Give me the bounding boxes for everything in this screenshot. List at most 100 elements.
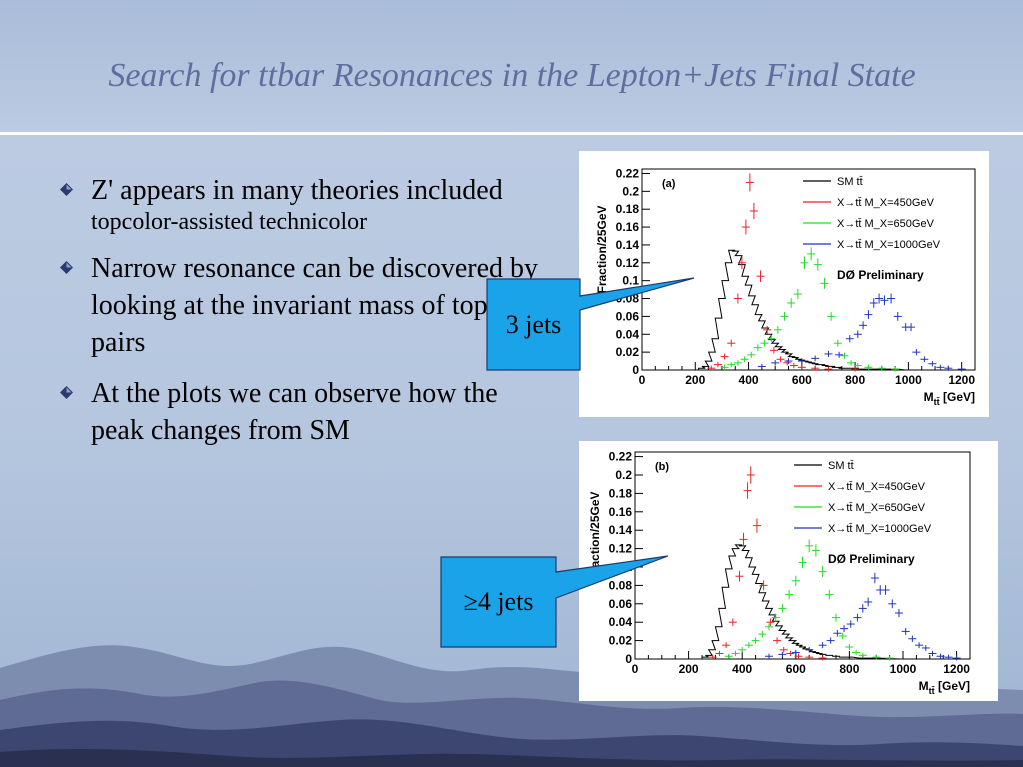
data-point (739, 532, 748, 546)
sm-step-line (701, 544, 960, 660)
data-point (818, 655, 827, 661)
y-tick-label: 0 (625, 652, 632, 666)
legend-entry: X→tt̄ M_X=450GeV (828, 481, 926, 493)
data-point (787, 298, 796, 308)
series-2 (720, 247, 900, 372)
y-tick-label: 0.22 (616, 166, 640, 180)
y-tick-label: 0.08 (616, 292, 640, 306)
data-point (771, 613, 780, 622)
data-point (901, 627, 910, 635)
data-point (888, 599, 897, 609)
data-point (880, 295, 889, 306)
data-point (912, 349, 921, 356)
title-divider (0, 132, 1023, 135)
y-tick-label: 0.06 (616, 309, 640, 323)
x-axis-label: Mtt̄ [GeV] (919, 679, 970, 696)
x-tick-label: 200 (679, 662, 699, 676)
data-point (789, 362, 798, 369)
x-tick-label: 600 (786, 662, 806, 676)
data-point (908, 635, 917, 642)
data-point (851, 366, 860, 372)
data-point (875, 293, 884, 304)
slide-title: Search for ttbar Resonances in the Lepto… (108, 57, 916, 94)
data-point (791, 649, 800, 656)
data-point (885, 655, 894, 661)
data-point (756, 270, 765, 282)
data-point (915, 642, 924, 649)
data-point (765, 623, 773, 631)
plot-frame (641, 168, 976, 371)
preliminary-annotation: DØ Preliminary (837, 268, 924, 282)
y-tick-label: 0.1 (622, 274, 639, 288)
data-point (753, 344, 762, 351)
bullet-item: Z' appears in many theories included top… (60, 172, 540, 236)
y-tick-label: 0.14 (609, 523, 633, 537)
series-0 (698, 249, 966, 371)
data-point (852, 649, 861, 656)
data-point (713, 361, 722, 368)
data-point (707, 365, 716, 371)
y-tick-label: 0.16 (616, 220, 640, 234)
y-tick-label: 0.2 (622, 184, 639, 198)
data-point (869, 298, 878, 308)
data-point (872, 654, 881, 660)
data-point (773, 325, 782, 334)
data-point (708, 654, 717, 660)
data-point (733, 293, 742, 304)
y-tick-label: 0.22 (609, 450, 633, 464)
data-point (780, 312, 789, 321)
y-tick-label: 0.02 (616, 345, 640, 359)
legend-entry: X→tt̄ M_X=650GeV (837, 218, 935, 230)
data-point (825, 589, 834, 600)
y-tick-label: 0.06 (609, 597, 633, 611)
x-axis-label: Mtt̄ [GeV] (924, 390, 975, 407)
data-point (824, 366, 833, 372)
x-tick-label: 0 (639, 373, 646, 387)
data-point (778, 604, 787, 613)
x-tick-label: 400 (732, 662, 752, 676)
data-point (733, 360, 742, 366)
data-point (727, 361, 736, 368)
data-point (760, 339, 769, 347)
y-axis-label: Fraction/25GeV (595, 205, 609, 293)
data-point (845, 335, 854, 343)
bullet-item: At the plots we can observe how the peak… (60, 375, 540, 449)
series-0 (701, 544, 960, 660)
data-point (853, 330, 862, 339)
x-tick-label: 1200 (948, 373, 975, 387)
data-point (727, 339, 736, 347)
data-point (864, 597, 873, 607)
series-1 (708, 466, 827, 661)
histogram-a: 0 0.02 0.04 0.06 0.08 0.1 0.12 0.14 0.16 0.18 0.2 0… (595, 166, 976, 407)
data-point (853, 613, 862, 622)
data-point (722, 642, 731, 649)
panel-label: (b) (655, 461, 669, 473)
y-tick-label: 0.04 (609, 615, 633, 629)
bullet-list: Z' appears in many theories included top… (60, 172, 540, 463)
data-point (858, 652, 867, 658)
data-point (797, 358, 806, 364)
data-point (731, 650, 740, 657)
data-point (936, 653, 945, 659)
data-point (833, 629, 842, 637)
bullet-text-small: topcolor-assisted technicolor (91, 209, 368, 235)
x-tick-label: 1000 (895, 373, 922, 387)
y-tick-label: 0.2 (615, 468, 632, 482)
data-point (769, 347, 778, 354)
legend-entry: SM tt̄ (837, 176, 863, 188)
data-point (744, 642, 753, 649)
data-point (936, 364, 945, 370)
bullet-diamond-icon (60, 386, 73, 399)
data-point (757, 363, 766, 370)
y-tick-label: 0.02 (609, 634, 633, 648)
data-point (720, 364, 729, 370)
data-point (728, 618, 737, 626)
preliminary-annotation: DØ Preliminary (828, 552, 915, 566)
data-point (798, 556, 807, 569)
data-point (767, 335, 776, 343)
y-axis-label: Fraction/25GeV (588, 491, 602, 579)
near-mountains (0, 719, 1023, 767)
data-point (752, 518, 761, 533)
x-tick-label: 400 (739, 373, 759, 387)
y-tick-label: 0.1 (615, 560, 632, 574)
